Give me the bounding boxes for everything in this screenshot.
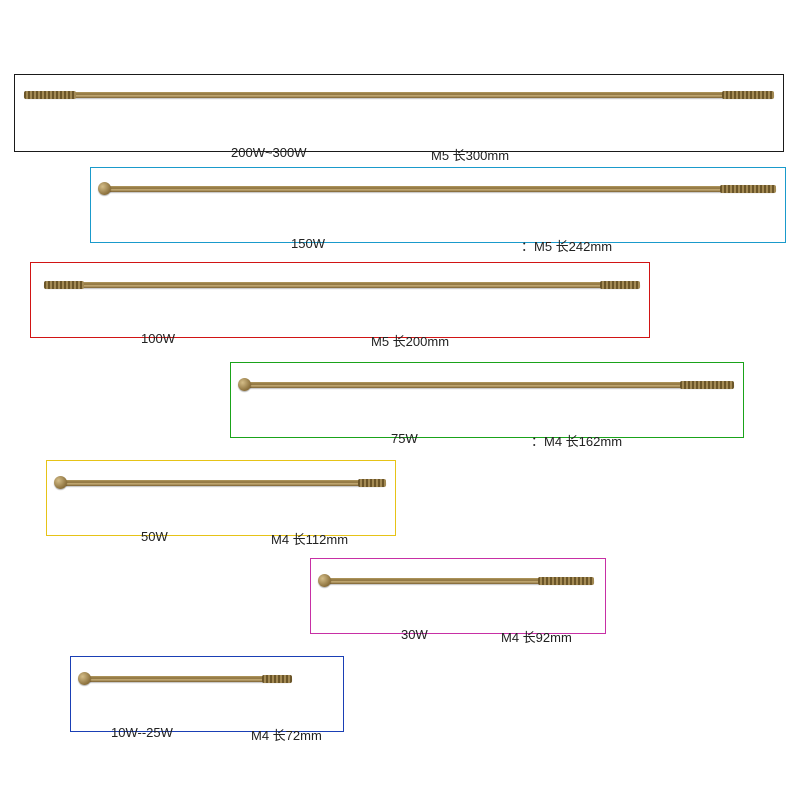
spec-box-5: 50W M4 长112mm: [46, 460, 396, 536]
power-label: 100W: [141, 331, 175, 346]
rod-7: [84, 676, 292, 682]
power-label: 150W: [291, 236, 325, 251]
spec-box-1: 200W~300W M5 长300mm: [14, 74, 784, 152]
power-label: 200W~300W: [231, 145, 307, 160]
spec-label: M4 长92mm: [501, 627, 572, 646]
spec-label: M5 长200mm: [371, 331, 449, 350]
power-label: 50W: [141, 529, 168, 544]
screw-head-icon: [98, 182, 111, 195]
screw-head-icon: [54, 476, 67, 489]
rod-3: [44, 282, 640, 288]
spec-box-4: 75W ：M4 长162mm: [230, 362, 744, 438]
thread-right-icon: [680, 381, 734, 389]
thread-right-icon: [262, 675, 292, 683]
spec-label: ：M4 长162mm: [531, 431, 622, 450]
power-label: 75W: [391, 431, 418, 446]
thread-right-icon: [722, 91, 774, 99]
rod-5: [60, 480, 386, 486]
screw-head-icon: [78, 672, 91, 685]
thread-right-icon: [720, 185, 776, 193]
spec-label: M4 长72mm: [251, 725, 322, 744]
spec-box-2: 150W ：M5 长242mm: [90, 167, 786, 243]
power-label: 10W--25W: [111, 725, 173, 740]
thread-left-icon: [24, 91, 76, 99]
spec-label: M5 长300mm: [431, 145, 509, 164]
screw-head-icon: [318, 574, 331, 587]
spec-box-7: 10W--25W M4 长72mm: [70, 656, 344, 732]
spec-box-3: 100W M5 长200mm: [30, 262, 650, 338]
thread-right-icon: [538, 577, 594, 585]
thread-left-icon: [44, 281, 84, 289]
thread-right-icon: [358, 479, 386, 487]
screw-head-icon: [238, 378, 251, 391]
thread-right-icon: [600, 281, 640, 289]
rod-2: [104, 186, 776, 192]
spec-label: M4 长112mm: [271, 529, 348, 548]
rod-4: [244, 382, 734, 388]
spec-box-6: 30W M4 长92mm: [310, 558, 606, 634]
rod-6: [324, 578, 594, 584]
spec-label: ：M5 长242mm: [521, 236, 612, 255]
power-label: 30W: [401, 627, 428, 642]
rod-1: [24, 92, 774, 98]
